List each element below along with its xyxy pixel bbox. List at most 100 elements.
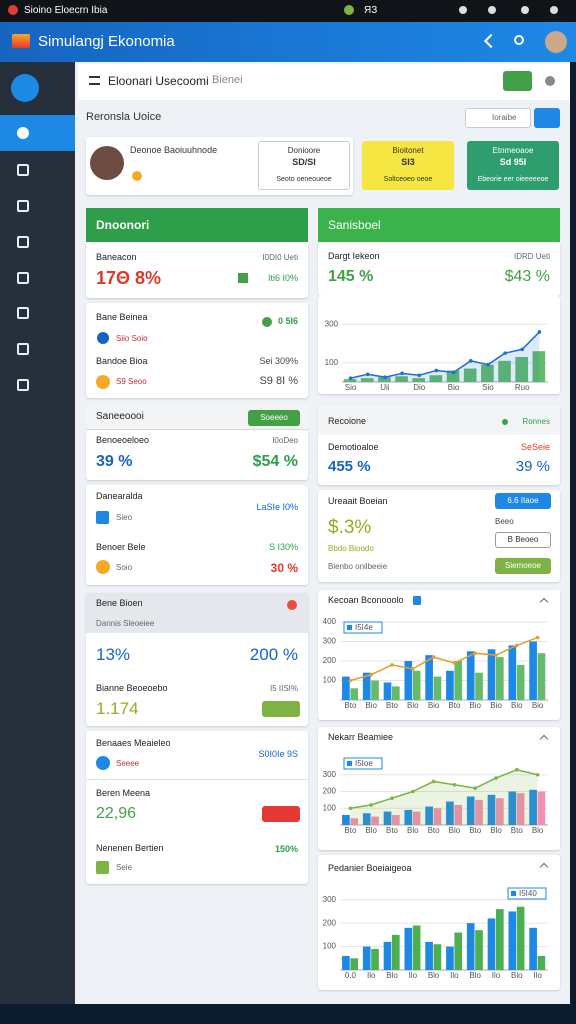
- button-label[interactable]: Soeeeo: [260, 413, 288, 423]
- area: [350, 331, 540, 382]
- big-value: 39 %: [96, 453, 133, 471]
- bar: [412, 670, 421, 700]
- label: Bandoe Bioa: [96, 356, 148, 367]
- sidebar-icon[interactable]: [17, 379, 29, 391]
- bar: [371, 816, 379, 825]
- x-tick-label: Blo: [532, 826, 544, 835]
- y-tick-label: 100: [325, 358, 339, 367]
- y-tick-label: 200: [323, 656, 337, 665]
- sidebar-icon[interactable]: [17, 164, 29, 176]
- button[interactable]: [262, 701, 300, 717]
- point: [537, 330, 542, 334]
- sidebar-active[interactable]: [0, 115, 75, 151]
- x-tick-label: Bto: [386, 701, 399, 710]
- search-placeholder: Ioraibe: [492, 113, 517, 123]
- x-tick-label: Bto: [428, 826, 441, 835]
- menu-icon[interactable]: [89, 76, 100, 85]
- x-tick-label: Blo: [449, 826, 461, 835]
- bar: [446, 370, 460, 382]
- button[interactable]: [495, 558, 551, 574]
- bar: [404, 809, 413, 825]
- x-tick-label: Blo: [407, 826, 419, 835]
- bar: [454, 804, 463, 825]
- x-tick-label: Blo: [428, 971, 440, 980]
- chart-title: Pedanier Boeiaigeoa: [328, 863, 412, 874]
- bar: [433, 808, 442, 825]
- button[interactable]: [495, 493, 551, 509]
- legend-box: [343, 621, 383, 634]
- chart-tag: [413, 596, 421, 605]
- button[interactable]: [248, 410, 300, 426]
- meta: Beeo: [495, 517, 514, 527]
- row-text: Seie: [116, 863, 133, 873]
- button-label[interactable]: B Beoeo: [507, 535, 539, 545]
- sidebar-avatar: [11, 74, 39, 102]
- big-value: $54 %: [252, 453, 298, 471]
- bar: [529, 789, 537, 825]
- sidebar: [0, 62, 75, 1004]
- x-tick-label: Blo: [365, 826, 377, 835]
- point: [365, 372, 370, 377]
- card: [86, 242, 308, 298]
- sidebar-icon[interactable]: [17, 307, 29, 319]
- row-icon: [96, 511, 109, 524]
- label: Benoeoeloeo: [96, 435, 150, 446]
- bar: [516, 664, 525, 700]
- y-tick-label: 300: [323, 895, 337, 904]
- legend-label: I5I4e: [355, 623, 373, 632]
- tile-value: SI3: [401, 157, 415, 168]
- bar: [446, 801, 454, 825]
- app-title: Simulangj Ekonomia: [38, 32, 175, 50]
- bar: [371, 680, 379, 700]
- point: [486, 362, 490, 367]
- button-label[interactable]: Siemoeoe: [504, 561, 542, 571]
- sidebar-icon[interactable]: [17, 343, 29, 355]
- x-tick-label: 0.0: [345, 971, 357, 980]
- button[interactable]: [534, 108, 560, 128]
- search-icon[interactable]: [514, 35, 524, 45]
- bar: [516, 793, 525, 825]
- stat-tile: [467, 141, 559, 190]
- legend-swatch: [347, 625, 352, 630]
- meta: S I30%: [268, 542, 298, 553]
- bar: [487, 649, 496, 700]
- tile-value: Sd 95I: [499, 157, 527, 168]
- bar: [508, 645, 517, 700]
- big-value: $.3%: [328, 517, 372, 539]
- button-label[interactable]: 6.6 IIaoe: [507, 496, 539, 506]
- x-tick-label: Uii: [380, 383, 390, 392]
- button[interactable]: [262, 806, 300, 822]
- row-text: Sieo: [116, 513, 133, 523]
- x-tick-label: Ilo: [492, 971, 501, 980]
- point: [369, 672, 374, 677]
- bar: [496, 909, 504, 970]
- bar: [487, 794, 496, 825]
- row-text: Siio Soio: [116, 334, 148, 344]
- sidebar-icon[interactable]: [17, 236, 29, 248]
- search-box[interactable]: [465, 108, 531, 128]
- refresh-icon: [545, 76, 555, 86]
- sidebar-icon[interactable]: [17, 272, 29, 284]
- status-text: Sioino Eloecrn Ibia: [24, 4, 108, 16]
- button[interactable]: [495, 532, 551, 548]
- bar: [350, 818, 359, 825]
- button[interactable]: [503, 71, 532, 91]
- legend-box: [507, 887, 547, 900]
- bar: [383, 682, 392, 700]
- point: [535, 635, 540, 640]
- x-tick-label: Ilo: [367, 971, 376, 980]
- point: [383, 375, 387, 379]
- value: 30 %: [270, 560, 298, 575]
- status-icon: [550, 6, 558, 14]
- point: [535, 772, 540, 777]
- bar: [537, 653, 546, 700]
- x-tick-label: Bio: [448, 383, 460, 392]
- sidebar-icon[interactable]: [17, 200, 29, 212]
- legend-swatch: [347, 761, 352, 766]
- x-tick-label: Ilo: [533, 971, 542, 980]
- status-icon: [521, 6, 529, 14]
- bar: [537, 791, 546, 825]
- tile-value: SD/SI: [292, 157, 316, 168]
- x-tick-label: Bto: [386, 826, 399, 835]
- bar: [383, 811, 392, 825]
